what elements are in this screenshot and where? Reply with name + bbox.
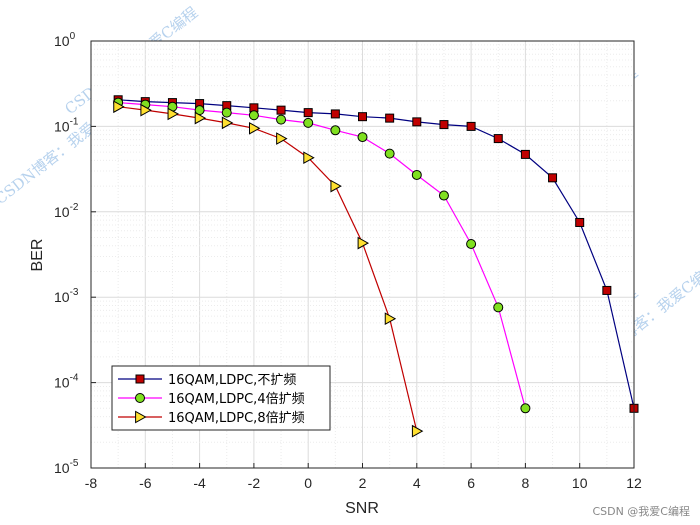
y-tick-base: 10 <box>54 289 70 305</box>
legend-label-2: 16QAM,LDPC,4倍扩频 <box>168 392 305 407</box>
x-tick-label: 6 <box>467 475 475 491</box>
credit-text: CSDN @我爱C编程 <box>592 505 690 518</box>
x-tick-label: 12 <box>626 475 642 491</box>
data-point-series-2 <box>276 114 287 125</box>
y-tick-label: 10-5 <box>54 458 79 476</box>
data-point-series-3 <box>303 151 315 165</box>
data-point-series-2 <box>466 238 477 249</box>
data-point-series-3 <box>411 424 424 438</box>
x-axis-label: SNR <box>345 500 379 517</box>
x-axis-ticks: -8 -6 -4 -2 0 2 4 6 8 10 12 <box>85 463 642 491</box>
y-tick-base: 10 <box>54 204 70 220</box>
data-point-series-3 <box>140 103 152 117</box>
x-tick-label: 8 <box>522 475 530 491</box>
y-tick-base: 10 <box>54 118 70 134</box>
data-point-series-3 <box>167 107 179 121</box>
data-point-series-1 <box>303 108 313 118</box>
x-tick-label: -8 <box>85 475 98 491</box>
y-tick-exponent: -2 <box>70 202 79 213</box>
legend: 16QAM,LDPC,不扩频 16QAM,LDPC,4倍扩频 16QAM,LDPC,… <box>111 365 331 431</box>
data-point-series-3 <box>357 236 370 250</box>
series-line-1 <box>118 99 635 409</box>
y-tick-label: 10-1 <box>54 116 79 134</box>
data-point-series-3 <box>221 116 234 130</box>
y-tick-exponent: -5 <box>70 458 79 469</box>
data-point-series-1 <box>493 134 503 144</box>
legend-label-3: 16QAM,LDPC,8倍扩频 <box>168 411 305 426</box>
data-point-series-3 <box>194 111 207 125</box>
y-tick-exponent: -3 <box>70 287 79 298</box>
y-tick-label: 100 <box>54 31 76 49</box>
data-point-series-3 <box>384 312 397 326</box>
data-point-series-3 <box>330 179 342 193</box>
y-tick-base: 10 <box>54 375 70 391</box>
y-tick-base: 10 <box>54 33 70 49</box>
data-point-series-2 <box>520 403 531 414</box>
data-point-series-2 <box>303 117 314 128</box>
x-tick-label: -2 <box>248 475 261 491</box>
data-point-series-3 <box>249 121 261 135</box>
legend-marker-2 <box>135 393 145 403</box>
data-point-series-3 <box>113 100 125 114</box>
data-point-series-2 <box>357 132 368 143</box>
data-point-series-3 <box>276 132 288 145</box>
legend-label-1: 16QAM,LDPC,不扩频 <box>168 373 296 388</box>
y-tick-exponent: 0 <box>70 31 76 42</box>
data-point-series-2 <box>438 190 449 201</box>
data-point-series-1 <box>412 117 422 127</box>
data-point-series-2 <box>221 107 232 118</box>
data-point-series-1 <box>548 173 558 183</box>
y-axis-label: BER <box>29 239 46 272</box>
x-tick-label: -4 <box>193 475 206 491</box>
x-tick-label: 2 <box>359 475 367 491</box>
series-line-2 <box>118 102 526 409</box>
data-point-series-1 <box>520 149 530 159</box>
data-point-series-2 <box>384 148 395 159</box>
x-tick-label: 4 <box>413 475 421 491</box>
y-tick-label: 10-4 <box>54 373 79 391</box>
legend-marker-1 <box>135 374 145 384</box>
series-markers <box>113 95 639 438</box>
x-tick-label: 10 <box>572 475 588 491</box>
y-tick-exponent: -4 <box>70 373 79 384</box>
data-point-series-1 <box>602 285 612 295</box>
x-tick-label: -6 <box>139 475 152 491</box>
data-point-series-1 <box>330 109 340 119</box>
y-tick-base: 10 <box>54 460 70 476</box>
y-tick-label: 10-2 <box>54 202 79 220</box>
data-point-series-1 <box>575 217 585 227</box>
data-point-series-2 <box>493 302 504 313</box>
data-point-series-1 <box>439 120 449 130</box>
data-point-series-2 <box>330 125 341 136</box>
legend-marker-3 <box>135 410 147 424</box>
data-point-series-1 <box>385 113 395 123</box>
data-point-series-1 <box>466 121 476 131</box>
x-tick-label: 0 <box>304 475 312 491</box>
y-tick-label: 10-3 <box>54 287 79 305</box>
data-point-series-1 <box>358 112 367 122</box>
data-point-series-2 <box>248 110 259 121</box>
y-tick-exponent: -1 <box>70 116 79 127</box>
data-point-series-1 <box>276 105 286 115</box>
data-point-series-2 <box>411 169 422 180</box>
